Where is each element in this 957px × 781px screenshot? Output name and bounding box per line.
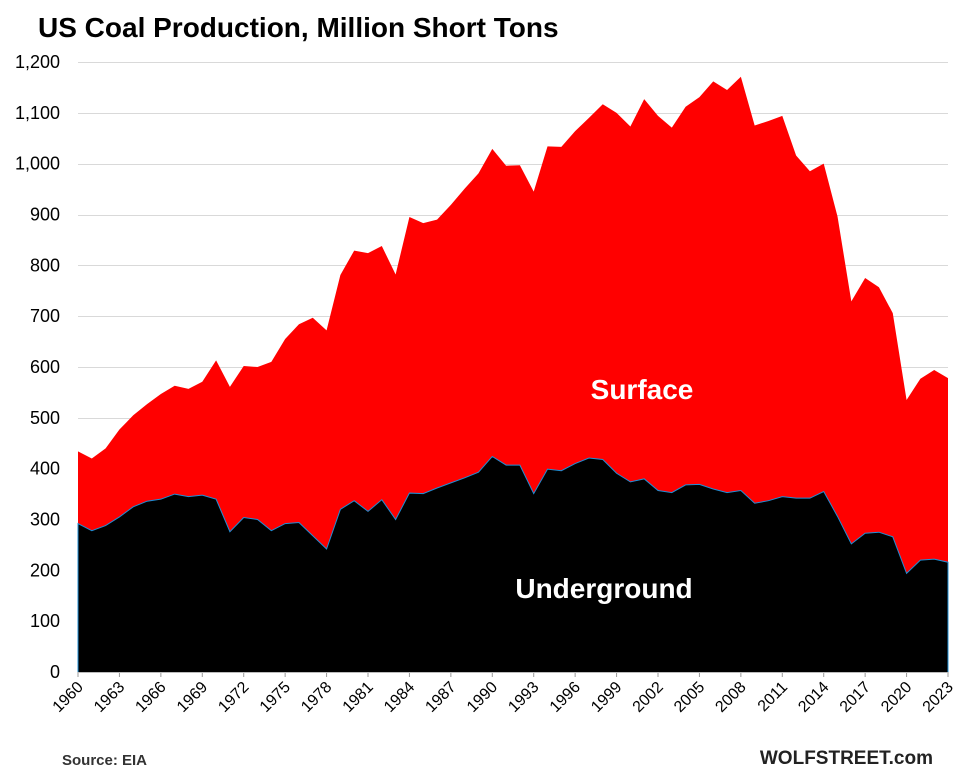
y-tick-label: 500 bbox=[30, 408, 60, 428]
x-tick-label: 1987 bbox=[422, 679, 459, 716]
y-tick-label: 1,100 bbox=[15, 103, 60, 123]
underground-outline bbox=[77, 455, 949, 672]
y-tick-label: 1,000 bbox=[15, 154, 60, 174]
y-tick-label: 400 bbox=[30, 459, 60, 479]
x-tick-label: 2020 bbox=[878, 679, 915, 716]
y-tick-label: 300 bbox=[30, 510, 60, 530]
x-tick-label: 2005 bbox=[671, 679, 708, 716]
x-tick-label: 2014 bbox=[795, 679, 832, 716]
x-tick-label: 1981 bbox=[340, 679, 377, 716]
area-underground bbox=[78, 456, 948, 672]
y-tick-label: 100 bbox=[30, 611, 60, 631]
x-tick-label: 1984 bbox=[381, 679, 418, 716]
series-label-underground: Underground bbox=[515, 573, 692, 604]
x-tick-label: 1960 bbox=[50, 679, 87, 716]
y-tick-label: 1,200 bbox=[15, 52, 60, 72]
x-tick-label: 1963 bbox=[91, 679, 128, 716]
chart-title: US Coal Production, Million Short Tons bbox=[38, 12, 559, 43]
x-tick-label: 1972 bbox=[215, 679, 252, 716]
y-tick-label: 200 bbox=[30, 560, 60, 580]
y-axis-ticks: 0 100 200 300 400 500 600 700 800 900 1,000 1,100 1,… bbox=[15, 52, 60, 682]
x-tick-label: 2002 bbox=[630, 679, 667, 716]
brand-logo-text: WOLFSTREET.com bbox=[759, 748, 933, 769]
y-tick-label: 0 bbox=[50, 662, 60, 682]
x-tick-label: 1999 bbox=[588, 679, 625, 716]
x-tick-label: 1996 bbox=[547, 679, 584, 716]
y-tick-label: 900 bbox=[30, 205, 60, 225]
source-note: Source: EIA bbox=[62, 752, 148, 769]
x-tick-label: 2023 bbox=[920, 679, 957, 716]
x-tick-label: 1993 bbox=[505, 679, 542, 716]
x-tick-label: 1978 bbox=[298, 679, 335, 716]
x-tick-label: 2011 bbox=[755, 679, 791, 715]
x-tick-label: 2008 bbox=[712, 679, 749, 716]
x-tick-label: 1990 bbox=[464, 679, 501, 716]
x-tick-label: 1975 bbox=[257, 679, 294, 716]
y-tick-label: 700 bbox=[30, 306, 60, 326]
stacked-areas bbox=[77, 76, 949, 672]
x-tick-label: 2017 bbox=[837, 679, 874, 716]
x-axis-ticks: 1960 1963 1966 1969 1972 1975 1978 1981 1984 1987… bbox=[50, 672, 957, 716]
x-tick-label: 1969 bbox=[174, 679, 211, 716]
y-tick-label: 800 bbox=[30, 255, 60, 275]
x-tick-label: 1966 bbox=[132, 679, 169, 716]
y-tick-label: 600 bbox=[30, 357, 60, 377]
area-surface bbox=[78, 76, 948, 574]
series-label-surface: Surface bbox=[591, 374, 694, 405]
